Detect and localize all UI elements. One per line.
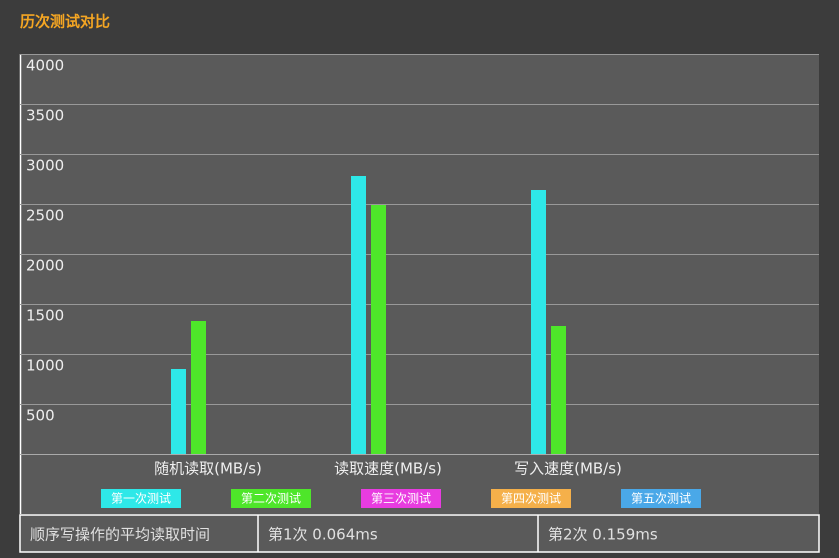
table-cell: 第2次 0.159ms <box>548 526 658 544</box>
bar <box>351 176 366 454</box>
legend-swatch <box>361 489 441 508</box>
y-tick-label: 500 <box>26 407 55 425</box>
bar <box>191 321 206 454</box>
bar <box>531 190 546 454</box>
legend-swatch <box>231 489 311 508</box>
y-tick-label: 3000 <box>26 157 64 175</box>
legend-swatch <box>491 489 571 508</box>
bar <box>171 369 186 454</box>
legend-label: 第一次测试 <box>111 491 171 506</box>
legend-label: 第二次测试 <box>241 491 301 506</box>
x-tick-label: 读取速度(MB/s) <box>334 460 442 478</box>
legend-swatch <box>101 489 181 508</box>
y-tick-label: 1000 <box>26 357 64 375</box>
table-cell: 第1次 0.064ms <box>268 526 378 544</box>
x-tick-label: 随机读取(MB/s) <box>154 460 262 478</box>
y-tick-label: 4000 <box>26 57 64 75</box>
legend-label: 第五次测试 <box>631 491 691 506</box>
y-tick-label: 3500 <box>26 107 64 125</box>
chart-title: 历次测试对比 <box>20 13 110 31</box>
legend-label: 第四次测试 <box>501 491 561 506</box>
bar <box>371 205 386 454</box>
x-tick-label: 写入速度(MB/s) <box>514 460 622 478</box>
table-row <box>19 514 820 553</box>
y-tick-label: 2500 <box>26 207 64 225</box>
plot-area <box>20 54 819 514</box>
bar <box>551 326 566 454</box>
y-tick-label: 1500 <box>26 307 64 325</box>
legend-label: 第三次测试 <box>371 491 431 506</box>
y-tick-label: 2000 <box>26 257 64 275</box>
table-cell: 顺序写操作的平均读取时间 <box>30 526 210 544</box>
legend-swatch <box>621 489 701 508</box>
